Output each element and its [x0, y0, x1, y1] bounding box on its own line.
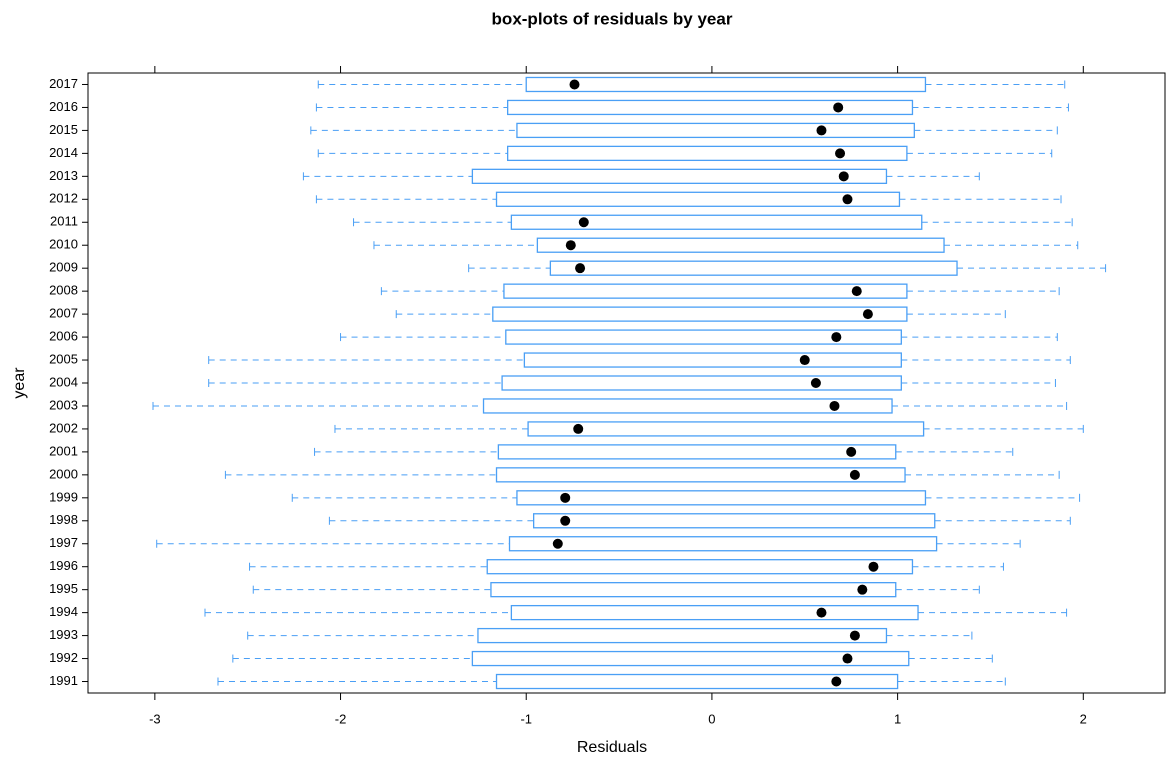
median — [835, 148, 846, 159]
box — [490, 582, 897, 598]
box — [523, 352, 902, 368]
y-tick-label: 2014 — [49, 145, 78, 160]
box — [486, 559, 914, 575]
y-tick-label: 2000 — [49, 466, 78, 481]
median — [868, 561, 879, 572]
box — [495, 467, 906, 483]
y-tick-label: 2010 — [49, 237, 78, 252]
median — [849, 469, 860, 480]
chart-title: box-plots of residuals by year — [492, 9, 733, 28]
box — [497, 444, 897, 460]
median — [569, 79, 580, 90]
y-tick-label: 1995 — [49, 581, 78, 596]
x-tick-label: 0 — [708, 711, 715, 726]
median — [552, 538, 563, 549]
box — [508, 536, 938, 552]
y-tick-label: 1996 — [49, 558, 78, 573]
median — [816, 125, 827, 136]
y-tick-label: 1994 — [49, 604, 78, 619]
x-tick-label: 2 — [1080, 711, 1087, 726]
median — [833, 102, 844, 113]
median — [560, 515, 571, 526]
box — [503, 283, 908, 299]
box — [533, 513, 936, 529]
median — [575, 263, 586, 274]
y-tick-label: 1993 — [49, 627, 78, 642]
box — [495, 673, 899, 690]
box — [471, 168, 888, 184]
box — [516, 490, 927, 506]
y-tick-label: 2011 — [50, 214, 78, 229]
y-tick-label: 2013 — [49, 168, 78, 183]
x-tick-label: 1 — [894, 711, 901, 726]
median — [799, 355, 810, 366]
y-tick-label: 2002 — [49, 420, 78, 435]
box — [536, 237, 945, 253]
y-tick-label: 2017 — [49, 76, 78, 91]
x-tick-label: -1 — [520, 711, 532, 726]
box — [507, 145, 908, 162]
y-tick-label: 2015 — [49, 122, 78, 137]
y-tick-label: 1997 — [49, 535, 78, 550]
box — [516, 122, 915, 139]
median — [842, 194, 853, 205]
box — [471, 650, 910, 667]
x-axis-title: Residuals — [577, 739, 647, 756]
y-tick-label: 2009 — [49, 260, 78, 275]
box — [507, 99, 914, 116]
box — [495, 191, 901, 207]
box — [492, 306, 908, 322]
box — [527, 421, 925, 437]
y-tick-label: 2003 — [49, 397, 78, 412]
median — [851, 286, 862, 297]
box — [477, 627, 888, 644]
box — [501, 375, 902, 391]
median — [829, 400, 840, 411]
median — [816, 607, 827, 618]
median — [838, 171, 849, 182]
box — [525, 76, 927, 93]
x-tick-label: -2 — [335, 711, 347, 726]
box — [510, 604, 919, 621]
y-tick-label: 2006 — [49, 329, 78, 344]
median — [578, 217, 589, 228]
y-tick-label: 1992 — [49, 650, 78, 665]
box — [505, 329, 902, 345]
median — [862, 309, 873, 320]
median — [846, 446, 857, 457]
y-tick-label: 2004 — [49, 374, 78, 389]
y-tick-label: 1998 — [49, 512, 78, 527]
median — [842, 653, 853, 664]
y-tick-label: 2012 — [49, 191, 78, 206]
median — [565, 240, 576, 251]
x-tick-label: -3 — [149, 711, 161, 726]
median — [831, 332, 842, 343]
box — [510, 214, 923, 230]
median — [573, 423, 584, 434]
box — [549, 260, 958, 276]
y-tick-label: 2016 — [49, 99, 78, 114]
median — [831, 676, 842, 687]
box — [482, 398, 893, 414]
y-tick-label: 2005 — [49, 351, 78, 366]
y-axis-title: year — [11, 367, 28, 399]
median — [849, 630, 860, 641]
median — [810, 378, 821, 388]
y-tick-label: 1999 — [49, 489, 78, 504]
median — [857, 584, 868, 595]
y-tick-label: 2008 — [49, 283, 78, 298]
median — [560, 492, 571, 503]
y-tick-label: 1991 — [49, 673, 78, 688]
y-tick-label: 2001 — [49, 443, 78, 458]
y-tick-label: 2007 — [49, 306, 78, 321]
